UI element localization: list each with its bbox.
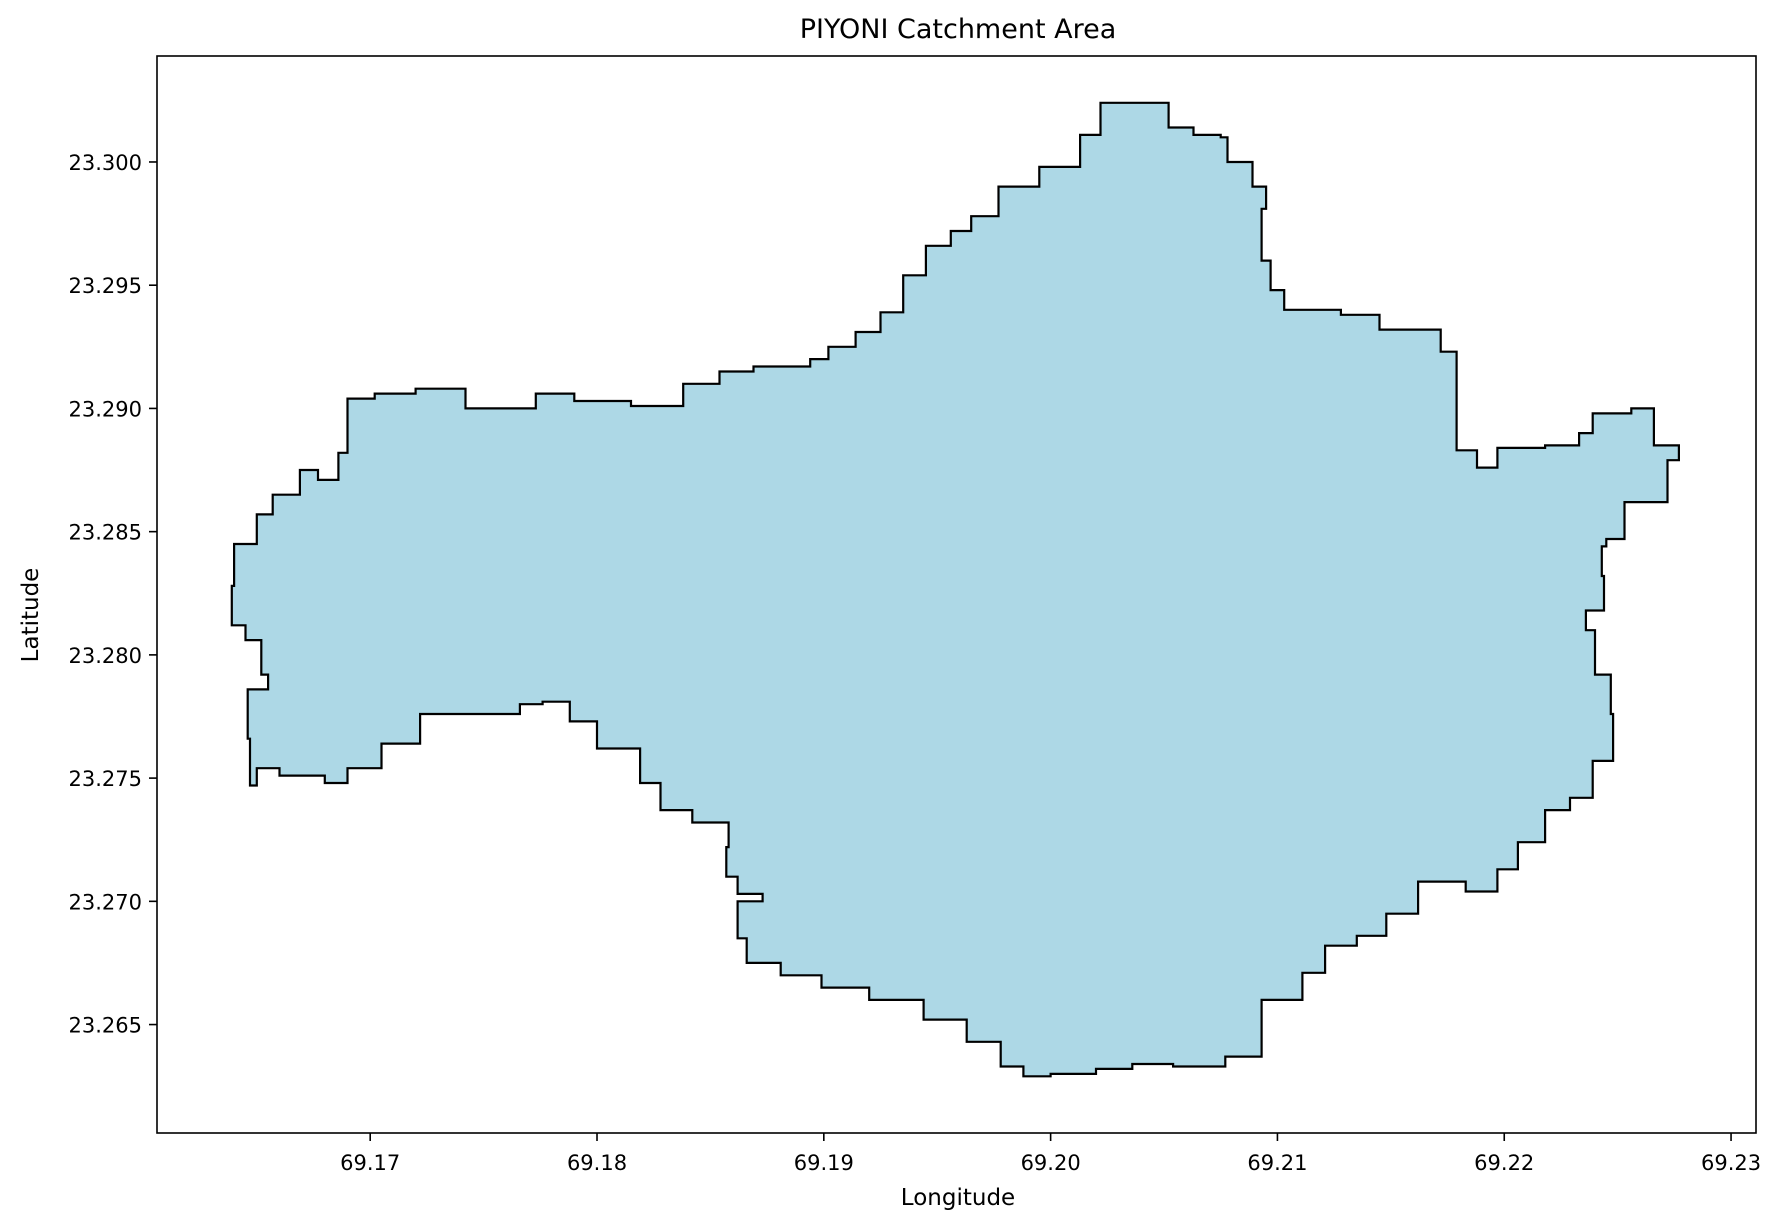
x-tick-label: 69.23	[1701, 1151, 1761, 1175]
x-axis-label: Longitude	[901, 1185, 1015, 1211]
y-tick-label: 23.280	[69, 644, 142, 668]
x-axis: 69.17 69.18 69.19 69.20 69.21 69.22 69.23	[340, 1133, 1761, 1175]
y-tick-label: 23.270	[69, 890, 142, 914]
x-tick-label: 69.20	[1021, 1151, 1081, 1175]
chart-title: PIYONI Catchment Area	[800, 14, 1117, 45]
x-tick-label: 69.19	[794, 1151, 854, 1175]
y-tick-label: 23.285	[69, 521, 142, 545]
y-tick-label: 23.300	[69, 151, 142, 175]
axes-frame	[156, 55, 1757, 1134]
y-tick-label: 23.295	[69, 274, 142, 298]
x-tick-label: 69.21	[1247, 1151, 1307, 1175]
x-tick-label: 69.18	[567, 1151, 627, 1175]
y-tick-label: 23.265	[69, 1014, 142, 1038]
y-axis-label: Latitude	[18, 568, 44, 663]
x-tick-label: 69.17	[340, 1151, 400, 1175]
x-tick-label: 69.22	[1474, 1151, 1534, 1175]
plot-area	[156, 55, 1757, 1134]
y-axis: 23.265 23.270 23.275 23.280 23.285 23.290 23.2…	[69, 151, 157, 1038]
y-tick-label: 23.275	[69, 767, 142, 791]
catchment-boundary-polygon	[230, 101, 1680, 1078]
y-tick-label: 23.290	[69, 397, 142, 421]
